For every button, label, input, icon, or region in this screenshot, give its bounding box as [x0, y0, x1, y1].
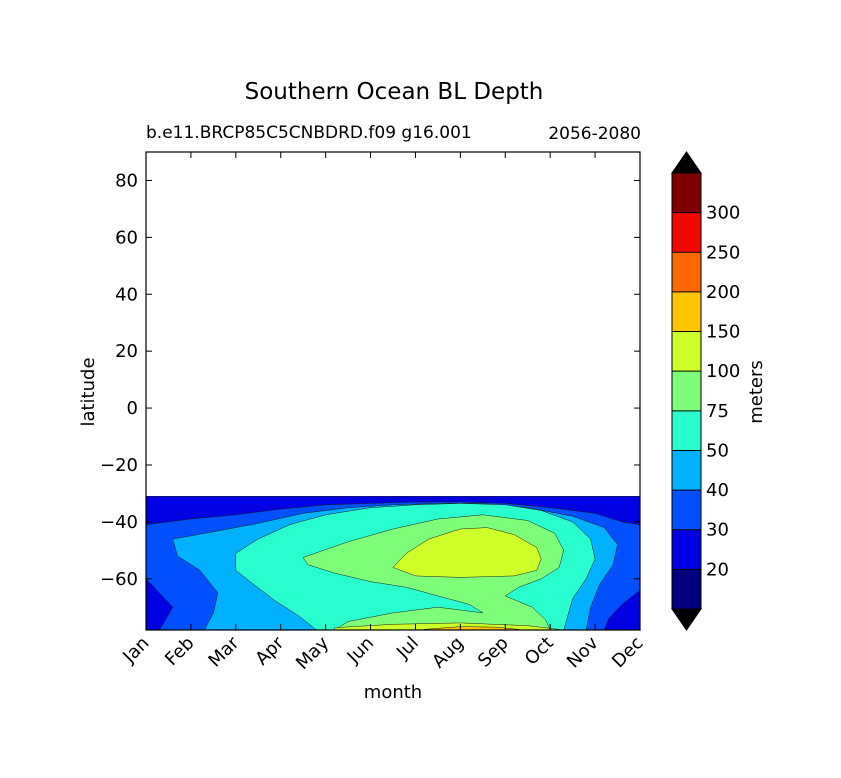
x-axis-label: month	[364, 682, 422, 703]
colorbar-tick-label-250: 250	[706, 242, 740, 263]
y-tick-label: −60	[100, 569, 138, 590]
x-tick-label-aug: Aug	[428, 633, 468, 673]
y-tick-label: 0	[127, 398, 138, 419]
colorbar-tick-label-20: 20	[706, 559, 729, 580]
colorbar-segment-30	[672, 490, 701, 530]
colorbar-tick-label-40: 40	[706, 480, 729, 501]
x-tick-label-feb: Feb	[161, 633, 198, 670]
x-tick-label-jul: Jul	[392, 633, 423, 664]
y-tick-label: 40	[115, 284, 138, 305]
colorbar-extend-high	[671, 151, 702, 174]
plot-area	[145, 151, 641, 631]
x-tick-labels: Jan Feb Mar Apr May Jun Jul Aug Sep Oct Nov Dec	[118, 632, 647, 674]
x-tick-label-apr: Apr	[251, 632, 288, 669]
chart-title: Southern Ocean BL Depth	[245, 79, 544, 105]
colorbar-segment-75	[672, 371, 701, 411]
colorbar-tick-label-300: 300	[706, 203, 740, 224]
colorbar-label: meters	[746, 360, 767, 424]
x-tick-label-oct: Oct	[521, 633, 558, 670]
chart-subtitle-right: 2056-2080	[548, 124, 641, 144]
x-tick-label-may: May	[292, 632, 333, 673]
colorbar-tick-labels: 20 30 40 50 75 100 150 200 250 300	[706, 203, 740, 581]
colorbar	[671, 151, 702, 631]
y-tick-label: 20	[115, 341, 138, 362]
colorbar-segment-200	[672, 252, 701, 292]
y-tick-label: 80	[115, 170, 138, 191]
y-tick-label: −40	[100, 512, 138, 533]
colorbar-frame	[671, 172, 702, 610]
x-tick-label-jan: Jan	[118, 633, 153, 668]
colorbar-segment-10	[672, 569, 701, 609]
x-tick-label-sep: Sep	[474, 633, 513, 672]
y-tick-labels: 80 60 40 20 0 −20 −40 −60	[100, 170, 138, 589]
colorbar-segment-100	[672, 331, 701, 372]
x-tick-label-nov: Nov	[563, 632, 603, 672]
plot-frame	[145, 151, 641, 631]
colorbar-tick-label-75: 75	[706, 401, 729, 422]
contour-fills	[146, 496, 640, 630]
chart-subtitle-left: b.e11.BRCP85C5CNBDRD.f09 g16.001	[146, 123, 472, 143]
y-tick-label: −20	[100, 455, 138, 476]
x-tick-label-mar: Mar	[204, 632, 243, 671]
colorbar-segment-250	[672, 212, 701, 253]
colorbar-tick-label-200: 200	[706, 282, 740, 303]
colorbar-tick-label-50: 50	[706, 440, 729, 461]
colorbar-segment-150	[672, 291, 701, 332]
y-axis-label: latitude	[78, 357, 99, 426]
x-tick-label-jun: Jun	[343, 633, 378, 668]
colorbar-segment-300	[672, 173, 701, 213]
y-tick-label: 60	[115, 227, 138, 248]
colorbar-segment-50	[672, 410, 701, 451]
colorbar-tick-label-30: 30	[706, 520, 729, 541]
colorbar-tick-label-150: 150	[706, 322, 740, 343]
colorbar-segment-20	[672, 529, 701, 570]
colorbar-segment-40	[672, 450, 701, 491]
colorbar-tick-label-100: 100	[706, 361, 740, 382]
contour-region-100-5	[392, 527, 542, 578]
colorbar-extend-low	[671, 608, 702, 631]
x-tick-label-dec: Dec	[608, 633, 647, 672]
